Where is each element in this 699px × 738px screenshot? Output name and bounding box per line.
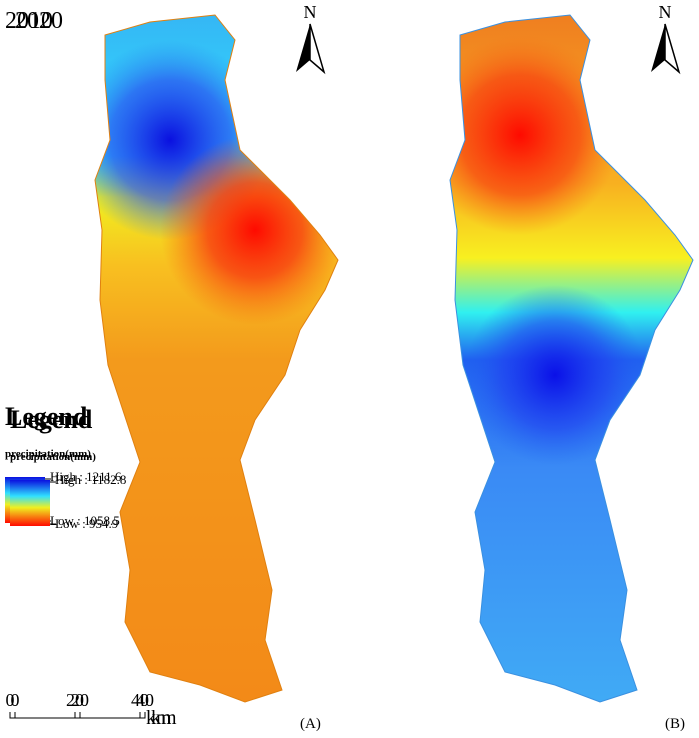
panel: 2010 N Legend precipitation(mm) High : 1211.… xyxy=(5,2,339,732)
legend-low: Low : 1058.5 xyxy=(50,513,120,528)
legend-high: High : 1211.6 xyxy=(50,469,122,484)
scale-bar xyxy=(9,712,141,719)
legend-title: Legend xyxy=(5,402,88,431)
scale-tick-label: 0 xyxy=(6,690,15,710)
north-arrow xyxy=(664,23,681,75)
legend-subtitle: precipitation(mm) xyxy=(5,448,91,460)
legend-title: Legend xyxy=(10,405,93,434)
north-arrow xyxy=(309,23,326,75)
legend-subtitle: precipitation(mm) xyxy=(10,451,96,463)
color-ramp xyxy=(10,480,50,526)
north-label: N xyxy=(304,2,317,22)
scale-tick-label: 20 xyxy=(66,690,84,710)
scale-tick-label: 40 xyxy=(136,690,154,710)
scale-tick-label: 20 xyxy=(71,690,89,710)
legend-low: Low : 954.9 xyxy=(55,516,118,531)
scale-tick-label: 0 xyxy=(11,690,20,710)
north-arrow xyxy=(651,24,665,72)
north-arrow xyxy=(296,24,310,72)
year-label: 2010 xyxy=(5,8,53,34)
scale-unit: km xyxy=(146,707,172,729)
year-label: 2020 xyxy=(15,8,63,34)
panel-label: (B) xyxy=(665,716,685,732)
legend-high: High : 1182.8 xyxy=(55,472,126,487)
north-label: N xyxy=(659,2,672,22)
scale-bar xyxy=(14,712,146,719)
panel-label: (A) xyxy=(300,716,321,732)
scale-unit: km xyxy=(151,707,177,729)
precipitation-surface xyxy=(95,15,338,702)
scale-tick-label: 40 xyxy=(131,690,149,710)
